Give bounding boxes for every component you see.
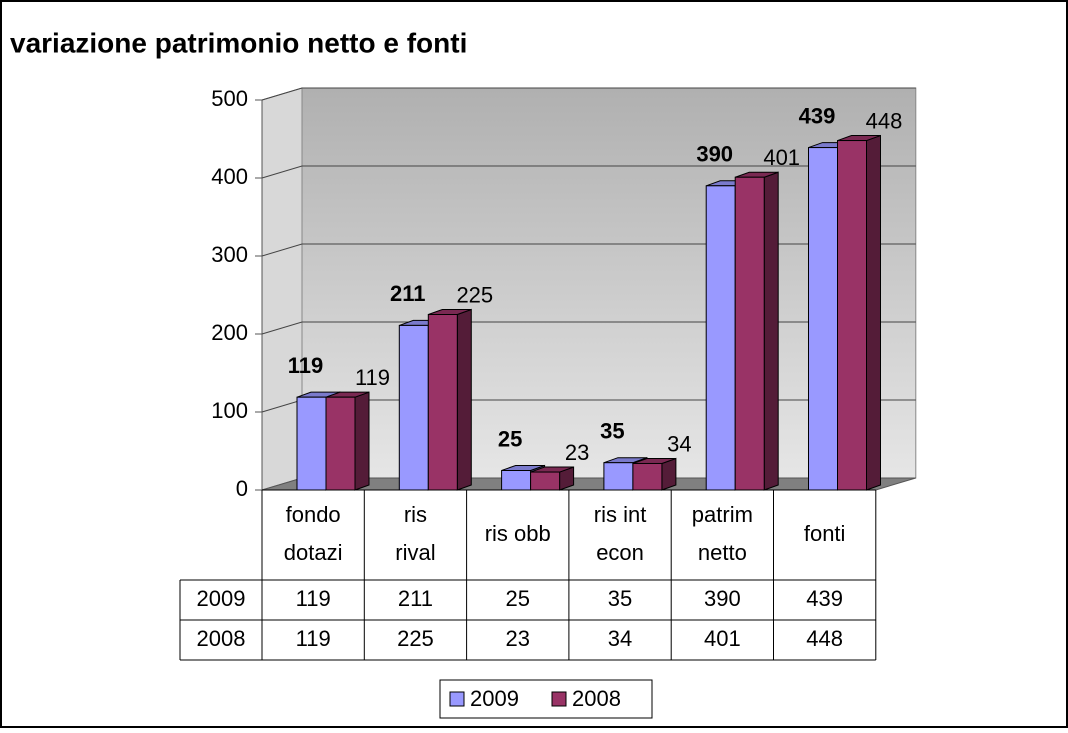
table-cell: 390	[704, 586, 741, 611]
category-label: ris obb	[485, 521, 551, 546]
bar-front	[705, 185, 736, 491]
y-tick-label: 400	[211, 164, 248, 189]
bar	[530, 466, 575, 491]
table-cell: 211	[398, 586, 433, 611]
table-cell: 119	[296, 626, 331, 651]
table-row-label: 2008	[197, 626, 246, 651]
grid-line	[261, 87, 916, 101]
category-label: dotazi	[284, 540, 343, 565]
data-label: 34	[667, 431, 691, 456]
category-label: fonti	[804, 521, 846, 546]
data-label: 401	[763, 145, 800, 170]
bar-side	[866, 134, 881, 491]
y-tick-label: 200	[211, 320, 248, 345]
category-label: ris	[404, 502, 427, 527]
table-cell: 448	[806, 626, 843, 651]
chart-title: variazione patrimonio netto e fonti	[10, 27, 467, 58]
table-cell: 439	[806, 586, 843, 611]
bar	[837, 134, 881, 491]
bar-side	[456, 308, 472, 491]
category-label: ris int	[594, 502, 647, 527]
data-label: 448	[866, 108, 903, 133]
category-label: patrim	[692, 502, 753, 527]
data-label: 225	[456, 282, 493, 307]
data-label: 439	[799, 103, 836, 128]
bar	[734, 171, 779, 491]
bar-front	[808, 147, 838, 491]
table-cell: 225	[397, 626, 434, 651]
bar-front	[296, 396, 327, 491]
y-tick-label: 500	[211, 86, 248, 111]
y-tick-label: 100	[211, 398, 248, 423]
data-label: 211	[390, 281, 426, 306]
bar-front	[734, 176, 765, 491]
data-label: 25	[498, 426, 522, 451]
data-label: 119	[288, 353, 324, 378]
y-tick-label: 0	[236, 476, 248, 501]
bar-side	[354, 391, 370, 491]
category-label: econ	[596, 540, 644, 565]
legend-label: 2009	[470, 686, 519, 711]
data-label: 35	[600, 419, 624, 444]
table-cell: 119	[296, 586, 331, 611]
bar	[427, 308, 472, 491]
table-cell: 34	[608, 626, 632, 651]
table-cell: 401	[704, 626, 741, 651]
grid-line	[261, 165, 916, 179]
bar-front	[603, 462, 634, 491]
bar	[632, 457, 677, 491]
table-row-label: 2009	[197, 586, 246, 611]
bar	[325, 391, 370, 491]
data-label: 390	[696, 142, 733, 167]
legend-box	[439, 679, 653, 719]
category-label: rival	[395, 540, 435, 565]
table-cell: 23	[506, 626, 530, 651]
bar-front	[530, 471, 561, 491]
category-label: fondo	[286, 502, 341, 527]
bar-front	[427, 314, 458, 491]
table-cell: 35	[608, 586, 632, 611]
bar-front	[501, 470, 532, 491]
data-label: 23	[565, 440, 589, 465]
legend-swatch	[449, 691, 465, 707]
bar-front	[632, 462, 663, 491]
bar-front	[398, 324, 429, 491]
bar-front	[325, 396, 356, 491]
legend-swatch	[551, 691, 567, 707]
bar	[705, 180, 750, 491]
table-cell: 25	[506, 586, 530, 611]
category-label: netto	[698, 540, 747, 565]
data-label: 119	[355, 365, 390, 390]
legend-label: 2008	[572, 686, 621, 711]
bar-side	[763, 171, 779, 491]
y-tick-label: 300	[211, 242, 248, 267]
side-wall	[261, 87, 303, 491]
bar-front	[837, 140, 867, 491]
